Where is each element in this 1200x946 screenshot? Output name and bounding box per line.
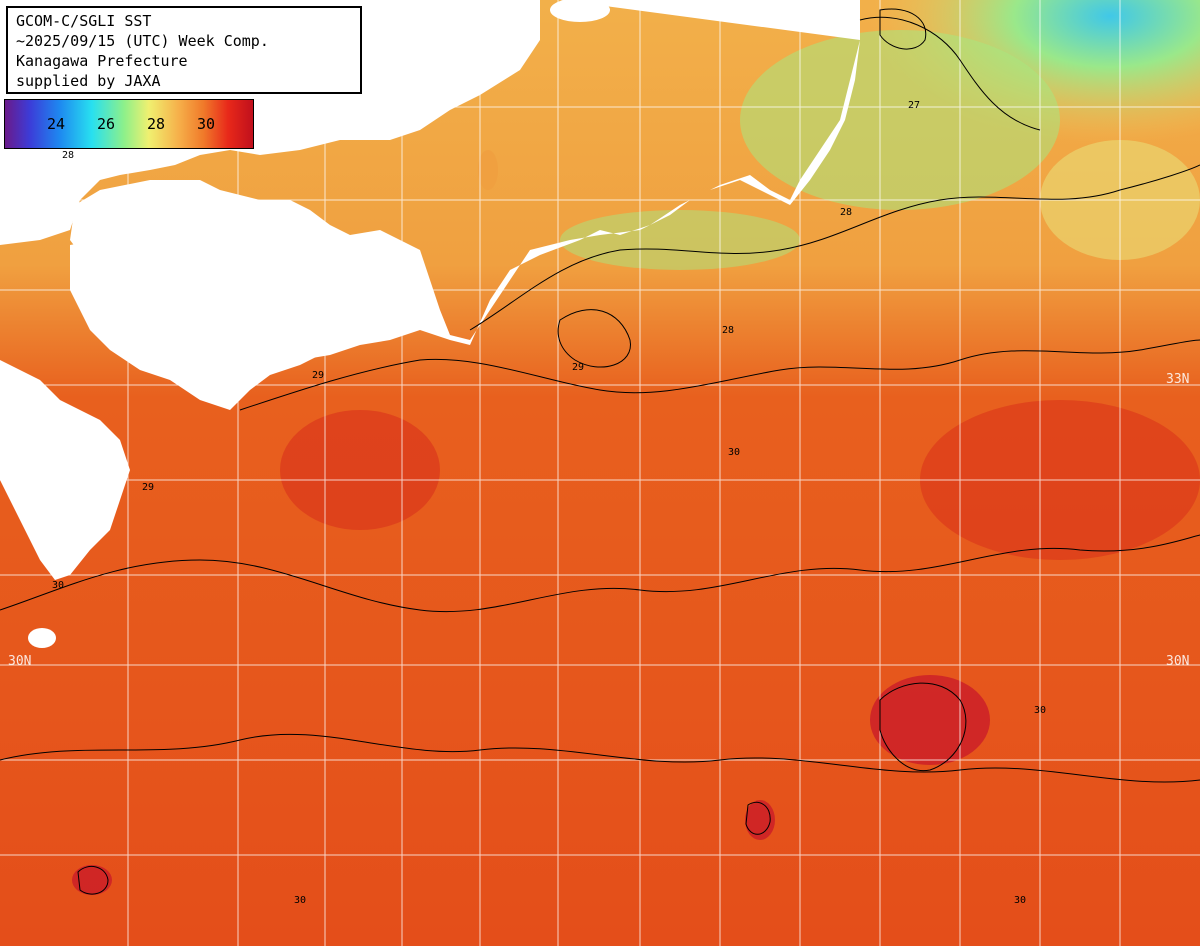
contour-29b xyxy=(557,309,631,368)
title-line-prefecture: Kanagawa Prefecture xyxy=(16,52,188,70)
hot-patch-3 xyxy=(72,865,112,895)
contour-30e xyxy=(77,865,109,895)
land-islet-1 xyxy=(550,0,610,22)
legend-tick-30: 30 xyxy=(197,115,216,133)
contour-label: 30 xyxy=(294,895,306,906)
map-title-box: GCOM-C/SGLI SST ~2025/09/15 (UTC) Week C… xyxy=(6,6,362,94)
contour-30c xyxy=(879,682,967,772)
contour-label: 30 xyxy=(1014,895,1026,906)
cool-patch-2 xyxy=(560,210,800,270)
contour-label: 28 xyxy=(722,325,734,336)
title-line-credit: supplied by JAXA xyxy=(16,72,161,90)
cool-patch-1 xyxy=(740,30,1060,210)
lat-label-33n-right: 33N xyxy=(1166,372,1190,387)
hot-patch-2 xyxy=(745,800,775,840)
lat-label-30n-left: 30N xyxy=(8,654,32,669)
title-line-date: ~2025/09/15 (UTC) Week Comp. xyxy=(16,32,269,50)
legend-tick-26: 26 xyxy=(97,115,116,133)
land-kyushu xyxy=(0,360,130,580)
contour-label: 28 xyxy=(840,207,852,218)
contour-label: 29 xyxy=(142,482,154,493)
contour-28 xyxy=(469,164,1200,331)
contour-30a xyxy=(0,534,1200,613)
legend-tick-28: 28 xyxy=(147,115,166,133)
contour-28b xyxy=(859,16,1041,131)
contour-label: 30 xyxy=(52,580,64,591)
land-shikoku xyxy=(70,240,345,410)
legend-tick-24: 24 xyxy=(47,115,66,133)
contour-29 xyxy=(239,339,1200,411)
contour-label: 27 xyxy=(908,100,920,111)
land-islet-2 xyxy=(478,150,498,190)
hot-region-1 xyxy=(280,410,440,530)
contour-labels: 28 28 29 29 30 30 30 27 28 29 30 30 xyxy=(52,100,1046,906)
lat-label-30n-right: 30N xyxy=(1166,654,1190,669)
contour-27 xyxy=(879,8,927,50)
temperature-color-scale: 24 26 28 30 xyxy=(4,99,254,149)
title-line-product: GCOM-C/SGLI SST xyxy=(16,12,152,30)
contour-label: 28 xyxy=(62,150,74,161)
contour-30b xyxy=(0,733,1200,783)
contour-30d xyxy=(745,801,771,835)
hot-patch-1 xyxy=(870,675,990,765)
contour-label: 30 xyxy=(728,447,740,458)
contour-label: 29 xyxy=(312,370,324,381)
contour-label: 30 xyxy=(1034,705,1046,716)
isotherm-contours xyxy=(0,8,1200,895)
land-island xyxy=(28,628,56,648)
contour-label: 29 xyxy=(572,362,584,373)
land-kii-peninsula xyxy=(70,0,860,370)
